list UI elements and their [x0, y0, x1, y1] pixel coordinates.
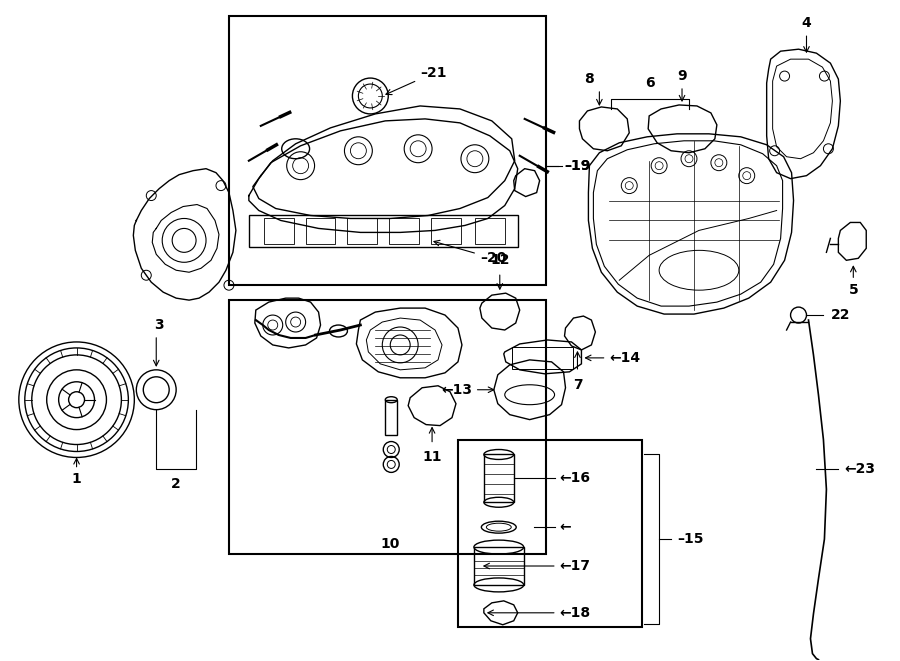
Text: 11: 11 [422, 450, 442, 465]
Text: 4: 4 [802, 17, 812, 30]
Bar [248, 215, 518, 247]
Text: 12: 12 [490, 253, 509, 267]
Text: ←14: ←14 [586, 351, 641, 365]
Text: 5: 5 [849, 283, 859, 297]
Text: –15: –15 [677, 532, 704, 546]
Bar [347, 219, 377, 245]
Text: 6: 6 [645, 76, 655, 90]
Bar [458, 440, 643, 627]
Text: 2: 2 [171, 477, 181, 491]
Bar [229, 17, 545, 285]
Bar [431, 219, 461, 245]
Text: –19: –19 [564, 159, 591, 173]
Bar [306, 219, 336, 245]
Bar [484, 455, 514, 502]
Text: –20: –20 [434, 241, 506, 265]
Text: ←: ← [560, 520, 580, 534]
Bar [385, 400, 397, 434]
Bar [475, 219, 505, 245]
Text: 9: 9 [677, 69, 687, 83]
Text: 7: 7 [572, 378, 582, 392]
Text: ←16: ←16 [560, 471, 590, 485]
Text: –21: –21 [386, 66, 446, 95]
Bar [474, 547, 524, 585]
Text: ←18: ←18 [488, 606, 590, 620]
Bar [229, 300, 545, 554]
Text: –19: –19 [564, 159, 591, 173]
Text: ←13: ←13 [441, 383, 494, 397]
Text: 22: 22 [831, 308, 850, 322]
Text: 8: 8 [584, 72, 594, 86]
Text: 10: 10 [381, 537, 400, 551]
Text: 1: 1 [72, 459, 82, 486]
Text: ←17: ←17 [484, 559, 590, 573]
Text: 3: 3 [155, 318, 164, 332]
Bar [264, 219, 293, 245]
Text: ←23: ←23 [844, 463, 876, 477]
Bar [512, 347, 573, 369]
Bar [390, 219, 419, 245]
